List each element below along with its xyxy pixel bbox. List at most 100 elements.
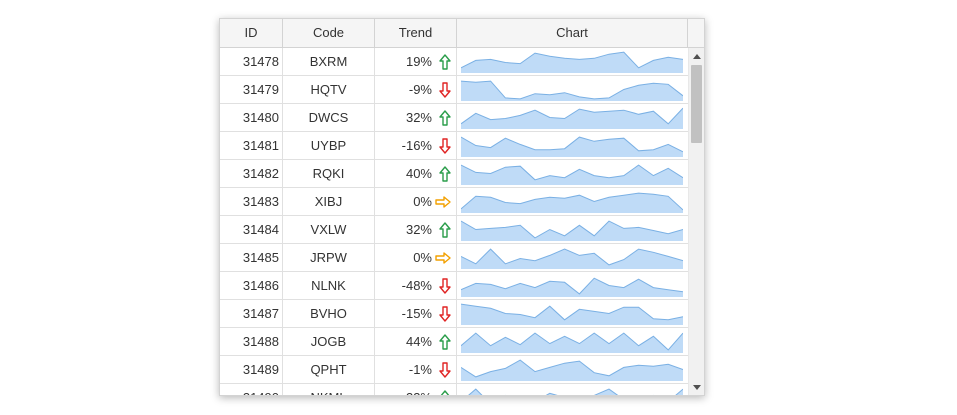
column-header-trend[interactable]: Trend xyxy=(375,19,457,47)
sparkline-area xyxy=(461,249,683,269)
arrow-up-icon xyxy=(439,328,451,355)
table-row[interactable]: 31484 VXLW 32% xyxy=(220,216,688,244)
cell-chart[interactable] xyxy=(457,356,688,383)
table-row[interactable]: 31481 UYBP -16% xyxy=(220,132,688,160)
sparkline-line xyxy=(461,164,683,181)
cell-id[interactable]: 31483 xyxy=(220,188,283,215)
table-row[interactable]: 31478 BXRM 19% xyxy=(220,48,688,76)
vertical-scrollbar[interactable] xyxy=(688,48,704,395)
cell-chart[interactable] xyxy=(457,132,688,159)
cell-id[interactable]: 31482 xyxy=(220,160,283,187)
cell-id[interactable]: 31478 xyxy=(220,48,283,75)
table-row[interactable]: 31479 HQTV -9% xyxy=(220,76,688,104)
cell-id[interactable]: 31484 xyxy=(220,216,283,243)
trend-value: 19% xyxy=(405,54,432,69)
cell-id[interactable]: 31490 xyxy=(220,384,283,395)
table-row[interactable]: 31483 XIBJ 0% xyxy=(220,188,688,216)
cell-code[interactable]: DWCS xyxy=(283,104,375,131)
sparkline-line xyxy=(461,303,683,321)
table-row[interactable]: 31490NKML 33% xyxy=(220,384,688,395)
cell-code[interactable]: UYBP xyxy=(283,132,375,159)
trend-value: 32% xyxy=(405,222,432,237)
cell-id[interactable]: 31486 xyxy=(220,272,283,299)
cell-trend[interactable]: 44% xyxy=(375,328,457,355)
arrow-down-icon xyxy=(439,356,451,383)
scroll-down-arrow-icon[interactable] xyxy=(689,379,704,395)
scroll-up-arrow-icon[interactable] xyxy=(689,48,704,64)
cell-id[interactable]: 31479 xyxy=(220,76,283,103)
trend-value: 40% xyxy=(405,166,432,181)
table-row[interactable]: 31489 QPHT -1% xyxy=(220,356,688,384)
cell-chart[interactable] xyxy=(457,384,688,395)
sparkline-area xyxy=(461,137,683,157)
grid-body: 31478 BXRM 19% 31479 HQTV -9% 31480 DWCS 32% 3148… xyxy=(220,48,704,395)
scrollbar-thumb[interactable] xyxy=(691,65,702,143)
cell-code[interactable]: JRPW xyxy=(283,244,375,271)
cell-id[interactable]: 31480 xyxy=(220,104,283,131)
cell-trend[interactable]: -16% xyxy=(375,132,457,159)
sparkline-line xyxy=(461,277,683,295)
cell-chart[interactable] xyxy=(457,160,688,187)
table-row[interactable]: 31487 BVHO -15% xyxy=(220,300,688,328)
cell-code[interactable]: QPHT xyxy=(283,356,375,383)
cell-code[interactable]: NKML xyxy=(283,384,375,395)
cell-id[interactable]: 31481 xyxy=(220,132,283,159)
cell-id[interactable]: 31488 xyxy=(220,328,283,355)
cell-code[interactable]: XIBJ xyxy=(283,188,375,215)
cell-chart[interactable] xyxy=(457,76,688,103)
arrow-up-icon xyxy=(439,384,451,395)
cell-id[interactable]: 31485 xyxy=(220,244,283,271)
cell-code[interactable]: VXLW xyxy=(283,216,375,243)
column-header-code[interactable]: Code xyxy=(283,19,375,47)
cell-trend[interactable]: 40% xyxy=(375,160,457,187)
cell-chart[interactable] xyxy=(457,48,688,75)
sparkline xyxy=(461,136,683,157)
cell-chart[interactable] xyxy=(457,104,688,131)
cell-chart[interactable] xyxy=(457,300,688,327)
table-row[interactable]: 31488 JOGB 44% xyxy=(220,328,688,356)
sparkline xyxy=(461,248,683,269)
cell-trend[interactable]: 0% xyxy=(375,188,457,215)
cell-trend[interactable]: -1% xyxy=(375,356,457,383)
sparkline-area xyxy=(468,389,683,395)
sparkline-area xyxy=(461,108,683,129)
arrow-down-icon xyxy=(439,272,451,299)
trend-value: -9% xyxy=(408,82,432,97)
cell-id[interactable]: 31489 xyxy=(220,356,283,383)
cell-trend[interactable]: 32% xyxy=(375,104,457,131)
arrow-down-icon xyxy=(439,76,451,103)
sparkline-area xyxy=(461,165,683,185)
sparkline xyxy=(461,359,683,381)
cell-chart[interactable] xyxy=(457,216,688,243)
cell-code[interactable]: BXRM xyxy=(283,48,375,75)
trend-value: -15% xyxy=(401,306,432,321)
cell-trend[interactable]: 32% xyxy=(375,216,457,243)
table-row[interactable]: 31482 RQKI 40% xyxy=(220,160,688,188)
table-row[interactable]: 31485 JRPW 0% xyxy=(220,244,688,272)
cell-chart[interactable] xyxy=(457,188,688,215)
cell-chart[interactable] xyxy=(457,244,688,271)
cell-code[interactable]: NLNK xyxy=(283,272,375,299)
cell-code[interactable]: JOGB xyxy=(283,328,375,355)
table-row[interactable]: 31480 DWCS 32% xyxy=(220,104,688,132)
grid-header: ID Code Trend Chart xyxy=(220,19,704,48)
sparkline-line xyxy=(461,51,683,69)
column-header-id[interactable]: ID xyxy=(220,19,283,47)
cell-code[interactable]: HQTV xyxy=(283,76,375,103)
cell-chart[interactable] xyxy=(457,328,688,355)
cell-id[interactable]: 31487 xyxy=(220,300,283,327)
column-header-chart[interactable]: Chart xyxy=(457,19,688,47)
table-row[interactable]: 31486 NLNK -48% xyxy=(220,272,688,300)
cell-chart[interactable] xyxy=(457,272,688,299)
cell-code[interactable]: BVHO xyxy=(283,300,375,327)
cell-trend[interactable]: 33% xyxy=(375,384,457,395)
sparkline-line xyxy=(461,359,683,378)
cell-trend[interactable]: 19% xyxy=(375,48,457,75)
sparkline xyxy=(461,277,683,297)
cell-code[interactable]: RQKI xyxy=(283,160,375,187)
sparkline-line xyxy=(468,388,683,395)
cell-trend[interactable]: -9% xyxy=(375,76,457,103)
cell-trend[interactable]: -48% xyxy=(375,272,457,299)
cell-trend[interactable]: 0% xyxy=(375,244,457,271)
cell-trend[interactable]: -15% xyxy=(375,300,457,327)
